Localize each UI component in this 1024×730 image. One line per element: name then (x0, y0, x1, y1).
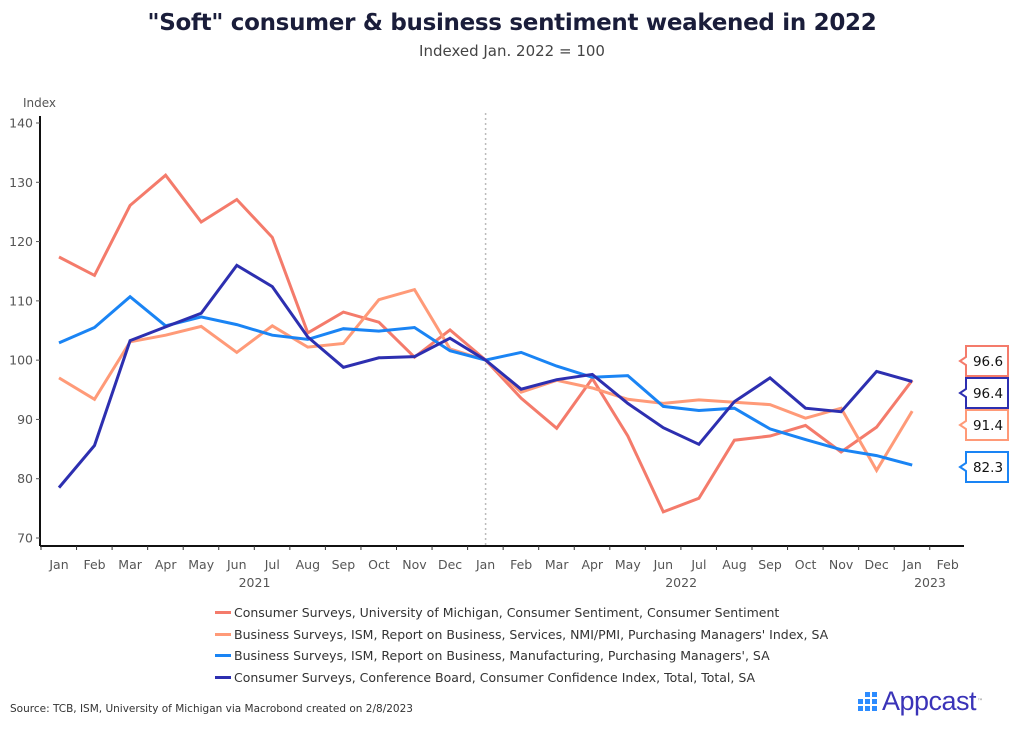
x-tick-label: Mar (118, 557, 142, 572)
x-tick-label: Dec (865, 557, 889, 572)
y-axis: 70 80 90 100 110 120 130 140 (9, 116, 41, 546)
y-tick-label: 120 (9, 234, 33, 249)
legend-label: Business Surveys, ISM, Report on Busines… (234, 626, 829, 642)
end-label: 96.4 (958, 377, 1009, 409)
x-tick-label: Jun (226, 557, 247, 572)
y-axis-title: Index (23, 96, 56, 110)
x-tick-label: Sep (332, 557, 356, 572)
legend-item: Consumer Surveys, University of Michigan… (215, 602, 828, 624)
x-tick-label: Jan (902, 557, 922, 572)
end-label-box (958, 345, 1009, 377)
y-tick-label: 70 (17, 531, 33, 546)
legend-swatch (215, 611, 231, 615)
x-year-label: 2021 (239, 575, 271, 590)
end-label: 96.6 (958, 345, 1009, 377)
legend-swatch (215, 632, 231, 636)
x-tick-label: May (188, 557, 214, 572)
legend: Consumer Surveys, University of Michigan… (215, 602, 828, 688)
source-note: Source: TCB, ISM, University of Michigan… (10, 703, 413, 715)
x-tick-label: Mar (545, 557, 569, 572)
x-tick-label: Oct (795, 557, 817, 572)
x-tick-label: Jul (690, 557, 706, 572)
legend-item: Business Surveys, ISM, Report on Busines… (215, 624, 828, 646)
end-labels: 96.6 91.4 82.3 96.4 (958, 345, 1009, 483)
x-tick-label: Jul (264, 557, 280, 572)
x-tick-label: Jan (475, 557, 495, 572)
end-label-box (958, 409, 1009, 441)
x-tick-label: Feb (510, 557, 532, 572)
line-chart: Index 70 80 90 100 110 120 130 140 Jan Feb Mar Apr… (9, 96, 1009, 590)
x-tick-label: Aug (296, 557, 320, 572)
end-label: 91.4 (958, 409, 1009, 441)
legend-item: Consumer Surveys, Conference Board, Cons… (215, 667, 828, 689)
chart-title: "Soft" consumer & business sentiment wea… (147, 10, 877, 36)
x-tick-label: Apr (155, 557, 177, 572)
x-tick-label: Feb (937, 557, 959, 572)
legend-label: Business Surveys, ISM, Report on Busines… (234, 648, 770, 663)
logo-trademark: ™ (977, 698, 984, 705)
end-label-value: 82.3 (973, 460, 1003, 476)
chart-subtitle: Indexed Jan. 2022 = 100 (419, 42, 605, 60)
end-label-value: 96.4 (973, 386, 1003, 402)
x-tick-label: Jun (653, 557, 674, 572)
legend-item: Business Surveys, ISM, Report on Busines… (215, 645, 828, 667)
appcast-logo: Appcast ™ (858, 686, 983, 717)
series-line-4 (57, 263, 913, 489)
y-tick-label: 110 (9, 293, 33, 308)
legend-label: Consumer Surveys, University of Michigan… (234, 605, 780, 620)
x-tick-label: Nov (829, 557, 854, 572)
logo-dots-icon (858, 692, 877, 711)
end-label-value: 96.6 (973, 354, 1003, 370)
legend-swatch (215, 654, 231, 658)
end-label-box (958, 377, 1009, 409)
x-tick-label: Apr (581, 557, 603, 572)
x-tick-label: Oct (368, 557, 390, 572)
logo-text: Appcast (882, 686, 977, 716)
x-tick-label: Feb (83, 557, 105, 572)
x-tick-label: Jan (48, 557, 68, 572)
x-tick-label: Aug (722, 557, 746, 572)
end-label-box (958, 451, 1009, 483)
x-tick-label: May (615, 557, 641, 572)
y-tick-label: 100 (9, 353, 33, 368)
y-tick-label: 80 (17, 471, 33, 486)
x-tick-label: Dec (438, 557, 462, 572)
y-tick-label: 140 (9, 116, 33, 131)
legend-swatch (215, 675, 231, 679)
x-tick-label: Sep (758, 557, 782, 572)
x-year-label: 2022 (665, 575, 697, 590)
x-year-label: 2023 (914, 575, 946, 590)
x-axis: Jan Feb Mar Apr May Jun Jul Aug Sep Oct Nov Dec Jan F… (40, 545, 964, 590)
x-tick-label: Nov (402, 557, 427, 572)
end-label-value: 91.4 (973, 418, 1003, 434)
end-label: 82.3 (958, 451, 1009, 483)
y-tick-label: 130 (9, 175, 33, 190)
y-tick-label: 90 (17, 412, 33, 427)
series-lines (57, 173, 914, 514)
legend-label: Consumer Surveys, Conference Board, Cons… (234, 669, 756, 685)
